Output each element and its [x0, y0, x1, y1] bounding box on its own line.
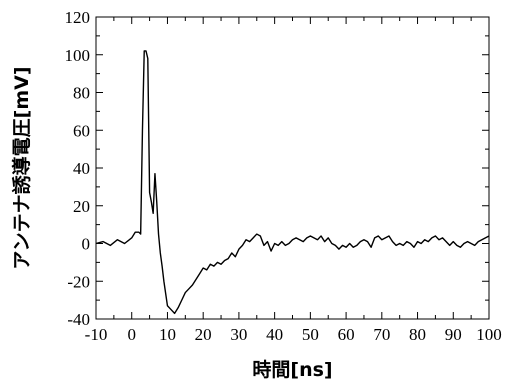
x-tick-label: -10	[85, 325, 108, 344]
x-tick-label: 40	[266, 325, 283, 344]
y-tick-label: 60	[73, 121, 90, 140]
y-tick-label: 40	[73, 159, 90, 178]
x-axis-title: 時間[ns]	[252, 359, 332, 381]
y-tick-label: 0	[82, 235, 91, 254]
x-tick-label: 0	[127, 325, 136, 344]
x-tick-label: 90	[445, 325, 462, 344]
x-tick-label: 50	[302, 325, 319, 344]
ticks-layer	[95, 16, 490, 320]
y-tick-label: 20	[73, 197, 90, 216]
x-tick-label: 30	[230, 325, 247, 344]
x-tick-label: 20	[195, 325, 212, 344]
y-tick-label: 100	[65, 46, 91, 65]
x-tick-label: 80	[409, 325, 426, 344]
y-tick-label: -20	[67, 272, 90, 291]
x-tick-label: 10	[159, 325, 176, 344]
x-tick-label: 70	[373, 325, 390, 344]
y-tick-label: 80	[73, 84, 90, 103]
x-tick-label: 100	[476, 325, 502, 344]
labels-layer: -10 0 10 20 30 40 50 60 70 80 90 100 -40 -20 0 20 40 60 80…	[65, 8, 502, 344]
series-line	[95, 50, 490, 315]
y-tick-label: 120	[65, 8, 91, 27]
plot-frame	[95, 16, 490, 320]
y-tick-label: -40	[67, 310, 90, 329]
x-tick-label: 60	[338, 325, 355, 344]
y-axis-title: アンテナ誘導電圧[mV]	[10, 66, 33, 269]
